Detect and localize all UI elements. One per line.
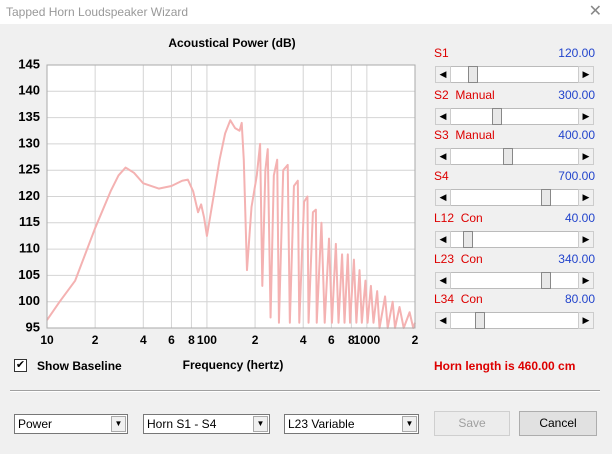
y-tick-label: 140 bbox=[18, 83, 40, 98]
slider-value: 400.00 bbox=[558, 128, 595, 142]
window-title: Tapped Horn Loudspeaker Wizard bbox=[6, 5, 189, 19]
x-tick-label: 100 bbox=[197, 333, 217, 347]
slider-arrow-right[interactable]: ▶ bbox=[578, 108, 594, 125]
x-axis-label: Frequency (hertz) bbox=[183, 358, 284, 372]
slider-arrow-right[interactable]: ▶ bbox=[578, 312, 594, 329]
y-tick-label: 115 bbox=[19, 214, 40, 229]
slider-track[interactable] bbox=[435, 189, 594, 206]
slider-label: S3 Manual bbox=[434, 128, 495, 142]
chart-title: Acoustical Power (dB) bbox=[168, 36, 295, 50]
slider-value: 80.00 bbox=[564, 292, 595, 306]
slider-arrow-left[interactable]: ◀ bbox=[435, 66, 451, 83]
save-button: Save bbox=[434, 411, 510, 436]
data-line bbox=[46, 119, 416, 329]
x-tick-label: 8 bbox=[188, 333, 195, 347]
slider-label: S4 bbox=[434, 169, 449, 183]
y-tick-label: 100 bbox=[18, 293, 40, 308]
slider-label: L12 Con bbox=[434, 211, 483, 225]
plot-frame bbox=[46, 64, 416, 329]
cancel-button[interactable]: Cancel bbox=[519, 411, 597, 436]
x-tick-label: 10 bbox=[40, 333, 54, 347]
slider-thumb[interactable] bbox=[503, 148, 513, 165]
checkbox[interactable]: ✔ bbox=[14, 359, 27, 372]
x-tick-label: 2 bbox=[92, 333, 99, 347]
x-tick-label: 2 bbox=[252, 333, 259, 347]
x-tick-label: 6 bbox=[168, 333, 175, 347]
y-tick-label: 95 bbox=[26, 319, 40, 334]
slider-arrow-right[interactable]: ▶ bbox=[578, 148, 594, 165]
slider-label: S2 Manual bbox=[434, 88, 495, 102]
x-tick-label: 2 bbox=[412, 333, 419, 347]
dropdown[interactable]: Horn S1 - S4 ▼ bbox=[143, 414, 270, 434]
y-tick-label: 125 bbox=[18, 162, 40, 177]
slider-track[interactable] bbox=[435, 312, 594, 329]
x-tick-label: 4 bbox=[300, 333, 307, 347]
slider-label: L34 Con bbox=[434, 292, 483, 306]
dropdown-arrow[interactable]: ▼ bbox=[253, 416, 268, 432]
close-button[interactable]: ✕ bbox=[588, 3, 602, 20]
slider-arrow-right[interactable]: ▶ bbox=[578, 189, 594, 206]
dropdown[interactable]: L23 Variable ▼ bbox=[284, 414, 419, 434]
slider-arrow-left[interactable]: ◀ bbox=[435, 231, 451, 248]
separator bbox=[10, 390, 600, 392]
x-tick-label: 6 bbox=[328, 333, 335, 347]
x-tick-label: 4 bbox=[140, 333, 147, 347]
y-tick-label: 145 bbox=[18, 56, 40, 71]
dropdown-arrow[interactable]: ▼ bbox=[111, 416, 126, 432]
slider-label: L23 Con bbox=[434, 252, 483, 266]
slider-arrow-left[interactable]: ◀ bbox=[435, 272, 451, 289]
horn-length: Horn length is 460.00 cm bbox=[434, 359, 576, 373]
x-tick-label: 1000 bbox=[354, 333, 381, 347]
slider-track[interactable] bbox=[435, 108, 594, 125]
slider-thumb[interactable] bbox=[463, 231, 473, 248]
dropdown-text: Power bbox=[18, 417, 53, 431]
dropdown-text: L23 Variable bbox=[288, 417, 355, 431]
slider-arrow-right[interactable]: ▶ bbox=[578, 272, 594, 289]
slider-thumb[interactable] bbox=[475, 312, 485, 329]
slider-thumb[interactable] bbox=[541, 272, 551, 289]
slider-arrow-right[interactable]: ▶ bbox=[578, 66, 594, 83]
x-tick-label: 8 bbox=[348, 333, 355, 347]
slider-track[interactable] bbox=[435, 272, 594, 289]
slider-thumb[interactable] bbox=[492, 108, 502, 125]
y-tick-label: 120 bbox=[18, 188, 40, 203]
dropdown-arrow[interactable]: ▼ bbox=[402, 416, 417, 432]
slider-value: 300.00 bbox=[558, 88, 595, 102]
y-tick-label: 130 bbox=[18, 135, 40, 150]
slider-value: 340.00 bbox=[558, 252, 595, 266]
slider-track[interactable] bbox=[435, 148, 594, 165]
slider-label: S1 bbox=[434, 46, 449, 60]
y-tick-label: 110 bbox=[19, 241, 40, 256]
slider-value: 40.00 bbox=[564, 211, 595, 225]
slider-track[interactable] bbox=[435, 231, 594, 248]
dropdown[interactable]: Power ▼ bbox=[14, 414, 128, 434]
slider-thumb[interactable] bbox=[468, 66, 478, 83]
slider-value: 700.00 bbox=[558, 169, 595, 183]
y-tick-label: 135 bbox=[18, 109, 40, 124]
slider-thumb[interactable] bbox=[541, 189, 551, 206]
slider-arrow-left[interactable]: ◀ bbox=[435, 189, 451, 206]
y-tick-label: 105 bbox=[18, 267, 40, 282]
chart: Acoustical Power (dB) Frequency (hertz) … bbox=[18, 36, 419, 372]
slider-track[interactable] bbox=[435, 66, 594, 83]
slider-arrow-left[interactable]: ◀ bbox=[435, 108, 451, 125]
checkbox-label[interactable]: Show Baseline bbox=[37, 359, 122, 373]
title-bar: Tapped Horn Loudspeaker Wizard ✕ bbox=[0, 0, 612, 24]
slider-arrow-left[interactable]: ◀ bbox=[435, 148, 451, 165]
slider-arrow-left[interactable]: ◀ bbox=[435, 312, 451, 329]
slider-arrow-right[interactable]: ▶ bbox=[578, 231, 594, 248]
slider-value: 120.00 bbox=[558, 46, 595, 60]
dropdown-text: Horn S1 - S4 bbox=[147, 417, 217, 431]
